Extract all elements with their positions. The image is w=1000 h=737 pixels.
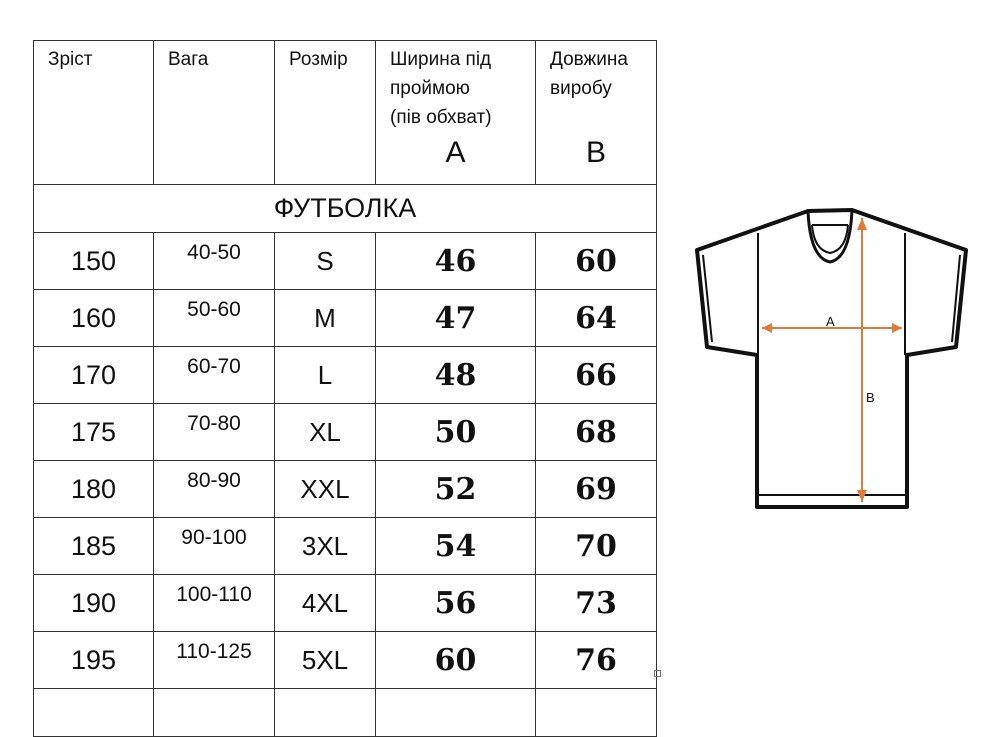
cell-length-b: 60 <box>535 232 657 290</box>
header-width-letter: A <box>445 136 466 169</box>
empty-cell <box>535 688 657 737</box>
cell-width-a: 46 <box>375 232 536 290</box>
cell-height: 175 <box>33 403 154 461</box>
cell-width-a: 48 <box>375 346 536 404</box>
arrow-b-top-head <box>857 218 867 230</box>
cell-size: XL <box>274 403 376 461</box>
neckline-inner <box>811 224 849 254</box>
empty-cell <box>375 688 536 737</box>
cell-weight: 70-80 <box>153 403 275 461</box>
cell-width-a: 50 <box>375 403 536 461</box>
label-a: A <box>826 314 835 329</box>
cell-length-b: 64 <box>535 289 657 347</box>
header-row: Зріст Вага Розмір Ширина під проймою (пі… <box>33 40 657 185</box>
cell-width-a: 52 <box>375 460 536 518</box>
header-weight: Вага <box>153 40 275 185</box>
cell-size: 5XL <box>274 631 376 689</box>
header-length-line: Довжина <box>550 49 628 70</box>
cell-weight: 50-60 <box>153 289 275 347</box>
left-sleeve-hem <box>702 254 713 343</box>
label-b: B <box>866 390 875 405</box>
table-row: 170 60-70 L 48 66 <box>33 346 657 404</box>
tshirt-diagram: A B <box>695 208 968 509</box>
arrow-b-bottom-head <box>857 490 867 502</box>
cell-length-b: 70 <box>535 517 657 575</box>
table-row: 160 50-60 M 47 64 <box>33 289 657 347</box>
header-height: Зріст <box>33 40 154 185</box>
cell-width-a: 60 <box>375 631 536 689</box>
cell-weight: 80-90 <box>153 460 275 518</box>
header-size: Розмір <box>274 40 376 185</box>
arrow-a-left-head <box>762 323 772 333</box>
cell-width-a: 54 <box>375 517 536 575</box>
size-chart-table: Зріст Вага Розмір Ширина під проймою (пі… <box>33 40 657 737</box>
cell-width-a: 47 <box>375 289 536 347</box>
cell-size: L <box>274 346 376 404</box>
cell-length-b: 73 <box>535 574 657 632</box>
header-length: Довжина виробу B <box>535 40 657 185</box>
cell-weight: 100-110 <box>153 574 275 632</box>
arrow-a-right-head <box>892 323 902 333</box>
cell-length-b: 66 <box>535 346 657 404</box>
table-row: 180 80-90 XXL 52 69 <box>33 460 657 518</box>
cell-width-a: 56 <box>375 574 536 632</box>
right-sleeve-hem <box>951 254 961 343</box>
table-row: 150 40-50 S 46 60 <box>33 232 657 290</box>
cell-length-b: 69 <box>535 460 657 518</box>
cell-length-b: 76 <box>535 631 657 689</box>
cell-size: 4XL <box>274 574 376 632</box>
cell-size: M <box>274 289 376 347</box>
header-width-line: (пів обхват) <box>390 107 492 128</box>
cell-height: 180 <box>33 460 154 518</box>
header-length-letter: B <box>585 136 606 169</box>
cell-height: 185 <box>33 517 154 575</box>
header-width-line: Ширина під <box>390 49 492 70</box>
table-row: 175 70-80 XL 50 68 <box>33 403 657 461</box>
cell-weight: 40-50 <box>153 232 275 290</box>
cell-weight: 110-125 <box>153 631 275 689</box>
empty-row <box>33 688 657 737</box>
cell-height: 195 <box>33 631 154 689</box>
section-title: ФУТБОЛКА <box>33 184 657 233</box>
cell-size: 3XL <box>274 517 376 575</box>
cell-size: XXL <box>274 460 376 518</box>
cell-weight: 90-100 <box>153 517 275 575</box>
neckline <box>806 209 854 264</box>
table-row: 190 100-110 4XL 56 73 <box>33 574 657 632</box>
tshirt-outline <box>695 208 968 509</box>
cell-height: 170 <box>33 346 154 404</box>
empty-cell <box>274 688 376 737</box>
cell-height: 160 <box>33 289 154 347</box>
table-row: 185 90-100 3XL 54 70 <box>33 517 657 575</box>
cell-weight: 60-70 <box>153 346 275 404</box>
resize-handle <box>654 670 661 677</box>
empty-cell <box>33 688 154 737</box>
cell-height: 150 <box>33 232 154 290</box>
section-title-row: ФУТБОЛКА <box>33 184 657 233</box>
header-length-line: виробу <box>550 78 612 99</box>
table-row: 195 110-125 5XL 60 76 <box>33 631 657 689</box>
header-width-line: проймою <box>390 78 470 99</box>
cell-height: 190 <box>33 574 154 632</box>
cell-size: S <box>274 232 376 290</box>
cell-length-b: 68 <box>535 403 657 461</box>
empty-cell <box>153 688 275 737</box>
header-width: Ширина під проймою (пів обхват) A <box>375 40 536 185</box>
